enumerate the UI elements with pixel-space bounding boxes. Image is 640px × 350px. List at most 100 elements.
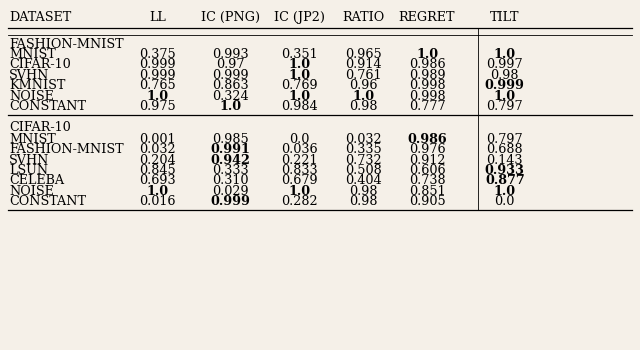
Text: 0.335: 0.335 <box>345 143 381 156</box>
Text: 0.999: 0.999 <box>485 79 525 92</box>
Text: 0.221: 0.221 <box>282 154 318 167</box>
Text: 0.912: 0.912 <box>409 154 445 167</box>
Text: 0.999: 0.999 <box>211 195 251 208</box>
Text: 1.0: 1.0 <box>147 185 168 198</box>
Text: 0.984: 0.984 <box>282 100 318 113</box>
Text: CELEBA: CELEBA <box>9 174 64 187</box>
Text: 0.985: 0.985 <box>212 133 249 146</box>
Text: IC (JP2): IC (JP2) <box>274 10 325 23</box>
Text: 0.998: 0.998 <box>409 79 445 92</box>
Text: 0.732: 0.732 <box>345 154 381 167</box>
Text: 0.404: 0.404 <box>345 174 381 187</box>
Text: 0.769: 0.769 <box>282 79 318 92</box>
Text: 0.914: 0.914 <box>345 58 381 71</box>
Text: 0.933: 0.933 <box>485 164 525 177</box>
Text: 0.986: 0.986 <box>407 133 447 146</box>
Text: 0.738: 0.738 <box>409 174 445 187</box>
Text: 0.032: 0.032 <box>139 143 176 156</box>
Text: 1.0: 1.0 <box>352 90 374 103</box>
Text: 1.0: 1.0 <box>147 90 168 103</box>
Text: 0.282: 0.282 <box>282 195 318 208</box>
Text: 0.993: 0.993 <box>212 48 249 61</box>
Text: TILT: TILT <box>490 10 520 23</box>
Text: 0.97: 0.97 <box>216 58 245 71</box>
Text: 0.016: 0.016 <box>140 195 176 208</box>
Text: 0.693: 0.693 <box>139 174 176 187</box>
Text: 1.0: 1.0 <box>289 90 310 103</box>
Text: SVHN: SVHN <box>9 154 49 167</box>
Text: FASHION-MNIST: FASHION-MNIST <box>9 37 124 51</box>
Text: 0.999: 0.999 <box>139 58 176 71</box>
Text: 1.0: 1.0 <box>220 100 242 113</box>
Text: 0.324: 0.324 <box>212 90 249 103</box>
Text: CONSTANT: CONSTANT <box>9 100 86 113</box>
Text: FASHION-MNIST: FASHION-MNIST <box>9 143 124 156</box>
Text: 0.351: 0.351 <box>282 48 318 61</box>
Text: 0.877: 0.877 <box>485 174 525 187</box>
Text: 0.508: 0.508 <box>345 164 381 177</box>
Text: 0.797: 0.797 <box>486 133 523 146</box>
Text: 0.606: 0.606 <box>409 164 445 177</box>
Text: 0.0: 0.0 <box>495 195 515 208</box>
Text: 0.999: 0.999 <box>139 69 176 82</box>
Text: 0.845: 0.845 <box>139 164 176 177</box>
Text: 1.0: 1.0 <box>416 48 438 61</box>
Text: 0.98: 0.98 <box>349 185 378 198</box>
Text: 0.942: 0.942 <box>211 154 251 167</box>
Text: 0.999: 0.999 <box>212 69 249 82</box>
Text: 1.0: 1.0 <box>289 185 310 198</box>
Text: 0.905: 0.905 <box>409 195 445 208</box>
Text: 0.029: 0.029 <box>212 185 249 198</box>
Text: 0.98: 0.98 <box>349 100 378 113</box>
Text: 0.761: 0.761 <box>345 69 381 82</box>
Text: 0.986: 0.986 <box>409 58 445 71</box>
Text: 0.310: 0.310 <box>212 174 249 187</box>
Text: MNIST: MNIST <box>9 48 56 61</box>
Text: 0.98: 0.98 <box>349 195 378 208</box>
Text: LSUN: LSUN <box>9 164 48 177</box>
Text: SVHN: SVHN <box>9 69 49 82</box>
Text: 0.96: 0.96 <box>349 79 378 92</box>
Text: 0.998: 0.998 <box>409 90 445 103</box>
Text: 0.375: 0.375 <box>139 48 176 61</box>
Text: 0.0: 0.0 <box>289 133 310 146</box>
Text: 0.98: 0.98 <box>490 69 519 82</box>
Text: 0.688: 0.688 <box>486 143 523 156</box>
Text: 1.0: 1.0 <box>493 90 516 103</box>
Text: DATASET: DATASET <box>9 10 71 23</box>
Text: 0.777: 0.777 <box>409 100 445 113</box>
Text: 0.001: 0.001 <box>140 133 176 146</box>
Text: KMNIST: KMNIST <box>9 79 65 92</box>
Text: 0.851: 0.851 <box>409 185 445 198</box>
Text: 0.833: 0.833 <box>282 164 318 177</box>
Text: 0.997: 0.997 <box>486 58 523 71</box>
Text: LL: LL <box>149 10 166 23</box>
Text: 0.679: 0.679 <box>282 174 318 187</box>
Text: 0.036: 0.036 <box>282 143 318 156</box>
Text: MNIST: MNIST <box>9 133 56 146</box>
Text: 1.0: 1.0 <box>289 69 310 82</box>
Text: 0.032: 0.032 <box>345 133 381 146</box>
Text: RATIO: RATIO <box>342 10 385 23</box>
Text: CIFAR-10: CIFAR-10 <box>9 121 71 134</box>
Text: NOISE: NOISE <box>9 90 54 103</box>
Text: 1.0: 1.0 <box>493 185 516 198</box>
Text: 0.765: 0.765 <box>139 79 176 92</box>
Text: 1.0: 1.0 <box>289 58 310 71</box>
Text: 0.989: 0.989 <box>409 69 445 82</box>
Text: CONSTANT: CONSTANT <box>9 195 86 208</box>
Text: 0.333: 0.333 <box>212 164 249 177</box>
Text: 0.991: 0.991 <box>211 143 251 156</box>
Text: 0.965: 0.965 <box>345 48 381 61</box>
Text: 0.975: 0.975 <box>139 100 176 113</box>
Text: CIFAR-10: CIFAR-10 <box>9 58 71 71</box>
Text: 1.0: 1.0 <box>493 48 516 61</box>
Text: 0.797: 0.797 <box>486 100 523 113</box>
Text: 0.143: 0.143 <box>486 154 523 167</box>
Text: 0.976: 0.976 <box>409 143 445 156</box>
Text: 0.204: 0.204 <box>139 154 176 167</box>
Text: NOISE: NOISE <box>9 185 54 198</box>
Text: REGRET: REGRET <box>399 10 455 23</box>
Text: IC (PNG): IC (PNG) <box>201 10 260 23</box>
Text: 0.863: 0.863 <box>212 79 249 92</box>
